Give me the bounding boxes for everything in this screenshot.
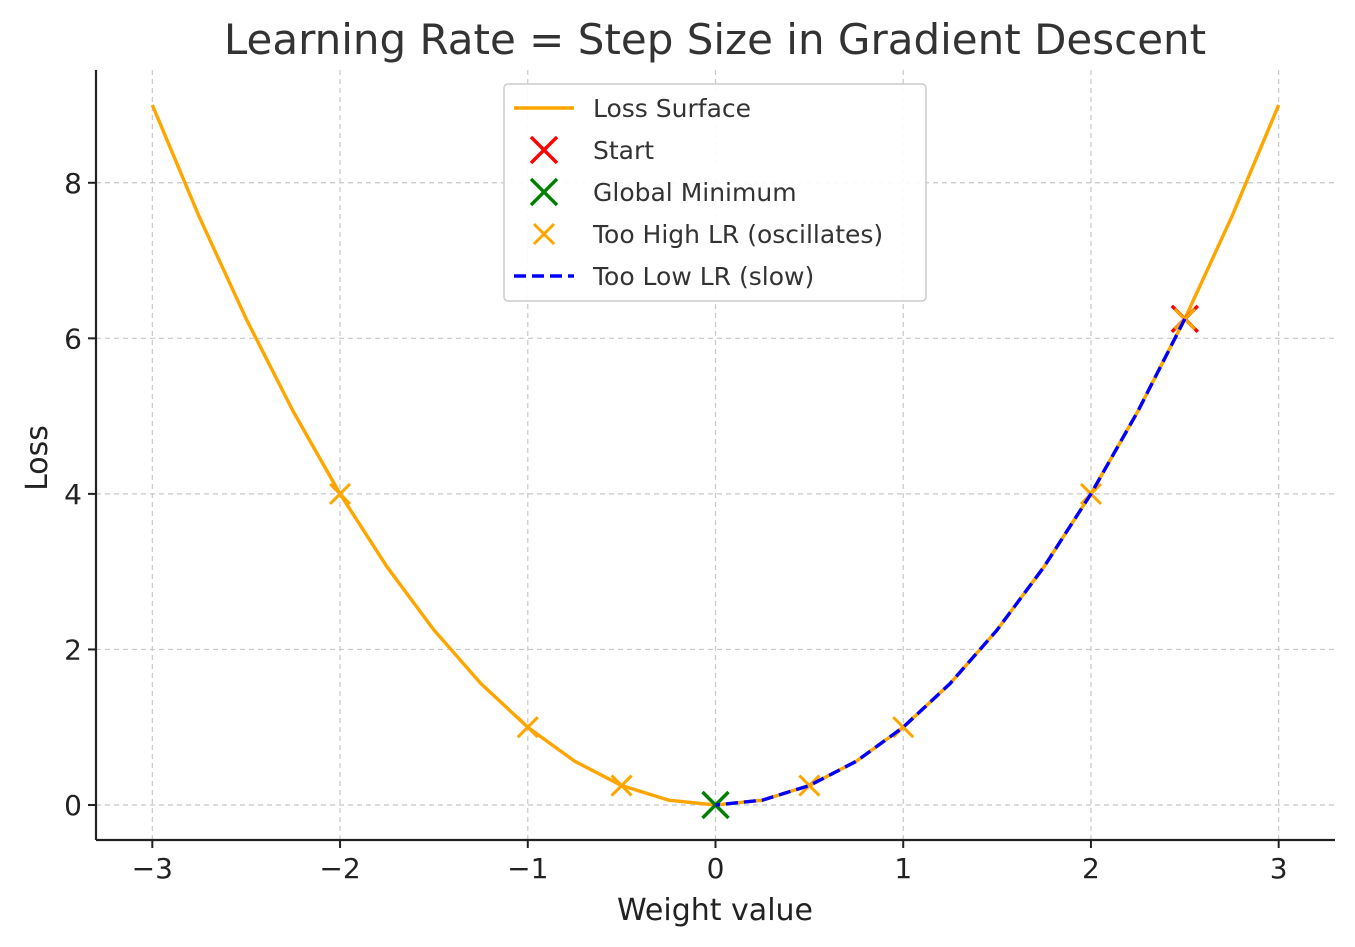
legend-box <box>503 83 927 302</box>
legend-label: Loss Surface <box>593 94 751 123</box>
x-tick-label: −1 <box>507 852 548 885</box>
high-lr-marker-stroke-b <box>328 482 352 505</box>
high-lr-marker <box>1173 307 1196 330</box>
high-lr-marker <box>328 482 352 505</box>
x-tick-label: −3 <box>132 852 173 885</box>
high-lr-marker <box>798 774 821 797</box>
legend-handle-marker-stroke-b <box>529 135 559 165</box>
legend-handle-marker <box>529 135 559 165</box>
x-tick-label: 0 <box>707 852 725 885</box>
high-lr-marker-stroke-b <box>1173 307 1196 330</box>
legend-label: Global Minimum <box>593 178 797 207</box>
legend-handle-marker <box>529 177 559 207</box>
y-tick-label: 0 <box>64 789 82 822</box>
high-lr-marker <box>610 774 633 797</box>
high-lr-marker-stroke-b <box>798 774 821 797</box>
high-lr-marker-stroke-b <box>516 716 539 739</box>
series <box>150 104 1281 820</box>
x-tick-label: 1 <box>894 852 912 885</box>
y-tick-label: 8 <box>64 167 82 200</box>
y-tick-label: 4 <box>64 478 82 511</box>
x-tick-label: −2 <box>319 852 360 885</box>
ticks: −3 −2 −1 0 1 2 3 0 2 4 6 8 <box>64 167 1287 885</box>
legend-handle-marker-stroke-b <box>529 177 559 207</box>
legend-label: Too Low LR (slow) <box>592 262 814 291</box>
legend-handle-marker-stroke-b <box>532 222 556 246</box>
y-tick-label: 2 <box>64 633 82 666</box>
x-axis-label: Weight value <box>617 893 813 928</box>
y-axis-label: Loss <box>20 425 55 491</box>
legend-handle-marker <box>532 222 556 246</box>
legend-label: Start <box>593 136 654 165</box>
x-tick-label: 3 <box>1270 852 1288 885</box>
x-tick-label: 2 <box>1082 852 1100 885</box>
chart-title: Learning Rate = Step Size in Gradient De… <box>224 15 1206 64</box>
legend: Loss Surface Start Global Minimum Too High … <box>503 83 927 302</box>
low-lr-line <box>715 318 1187 807</box>
legend-label: Too High LR (oscillates) <box>592 220 883 249</box>
high-lr-marker <box>516 716 539 739</box>
high-lr-marker-stroke-b <box>610 774 633 797</box>
y-tick-label: 6 <box>64 322 82 355</box>
